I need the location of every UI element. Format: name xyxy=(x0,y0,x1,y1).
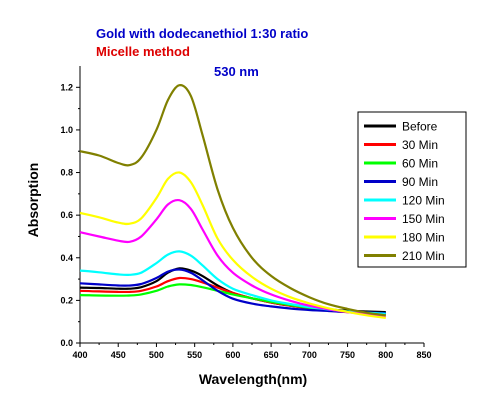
y-tick-label: 0.6 xyxy=(60,210,73,220)
y-tick-label: 1.0 xyxy=(60,125,73,135)
legend-box xyxy=(357,111,467,268)
x-tick-label: 600 xyxy=(225,350,240,360)
legend-label: 60 Min xyxy=(402,157,438,171)
x-tick-label: 450 xyxy=(111,350,126,360)
y-tick-label: 0.8 xyxy=(60,168,73,178)
y-axis-label: Absorption xyxy=(25,163,41,238)
x-axis-label: Wavelength(nm) xyxy=(199,371,307,387)
x-tick-label: 700 xyxy=(302,350,317,360)
series-line xyxy=(79,84,386,317)
chart-subtitle: Micelle method xyxy=(96,44,190,59)
x-tick-label: 750 xyxy=(340,350,355,360)
y-tick-label: 0.4 xyxy=(60,253,73,263)
y-tick-label: 0.0 xyxy=(60,338,73,348)
legend-label: Before xyxy=(402,120,438,134)
series-line xyxy=(79,268,386,315)
legend-label: 120 Min xyxy=(402,194,445,208)
legend-label: 210 Min xyxy=(402,249,445,263)
legend-label: 30 Min xyxy=(402,138,438,152)
legend-label: 180 Min xyxy=(402,231,445,245)
legend-label: 90 Min xyxy=(402,175,438,189)
peak-annotation: 530 nm xyxy=(214,64,259,79)
x-tick-label: 850 xyxy=(416,350,431,360)
chart-title: Gold with dodecanethiol 1:30 ratio xyxy=(96,26,308,41)
x-tick-label: 400 xyxy=(72,350,87,360)
legend: Before 30 Min 60 Min 90 Min 120 Min 150 Min 18… xyxy=(357,111,467,268)
x-tick-label: 550 xyxy=(187,350,202,360)
plot-lines xyxy=(79,84,386,319)
series-line xyxy=(79,171,386,319)
x-tick-label: 800 xyxy=(378,350,393,360)
y-tick-label: 1.2 xyxy=(60,82,73,92)
y-tick-label: 0.2 xyxy=(60,295,73,305)
x-tick-label: 650 xyxy=(264,350,279,360)
legend-label: 150 Min xyxy=(402,212,445,226)
axes: 400 450 500 550 600 650 700 750 800 850 0.0 0.2 0.4 0… xyxy=(60,66,432,360)
x-tick-label: 500 xyxy=(149,350,164,360)
